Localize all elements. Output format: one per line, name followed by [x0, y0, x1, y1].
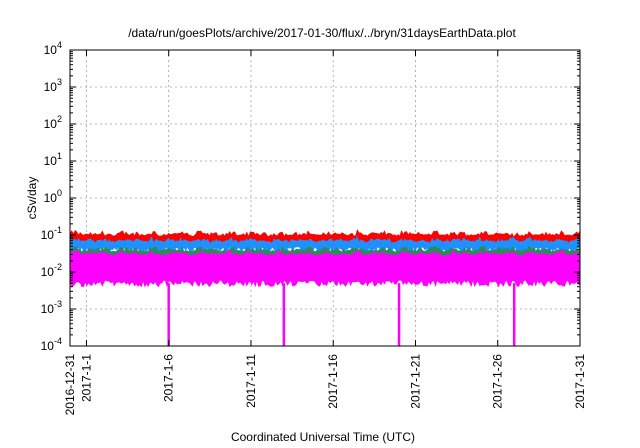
x-tick-label: 2017-1-31 — [573, 354, 587, 409]
y-axis-label: cSv/day — [25, 177, 39, 220]
grid — [69, 49, 581, 347]
axis-ticks — [69, 49, 581, 347]
x-tick-label: 2017-1-16 — [326, 354, 340, 409]
plot-area — [69, 229, 581, 346]
y-tick-label: 10-3 — [41, 299, 62, 316]
series-band — [69, 249, 581, 288]
x-tick-label: 2017-1-11 — [244, 354, 258, 408]
chart-title: /data/run/goesPlots/archive/2017-01-30/f… — [128, 26, 516, 40]
x-tick-label: 2017-1-1 — [79, 354, 93, 402]
x-axis-label: Coordinated Universal Time (UTC) — [231, 430, 415, 444]
y-tick-label: 100 — [44, 188, 62, 205]
x-tick-label: 2016-12-31 — [63, 354, 77, 416]
y-tick-label: 10-4 — [41, 336, 62, 353]
y-tick-label: 102 — [44, 114, 62, 131]
y-axis-tick-labels: 10-4 10-3 10-2 10-1 100 101 102 103 104 — [41, 40, 62, 353]
y-tick-label: 10-1 — [41, 225, 62, 242]
y-tick-label: 101 — [44, 151, 62, 168]
x-axis-tick-labels: 2016-12-31 2017-1-1 2017-1-6 2017-1-11 2017-… — [63, 354, 587, 416]
y-tick-label: 104 — [44, 40, 62, 57]
y-tick-label: 103 — [44, 77, 62, 94]
x-tick-label: 2017-1-26 — [491, 354, 505, 409]
x-tick-label: 2017-1-21 — [408, 354, 422, 409]
x-tick-label: 2017-1-6 — [162, 354, 176, 402]
y-tick-label: 10-2 — [41, 262, 62, 279]
